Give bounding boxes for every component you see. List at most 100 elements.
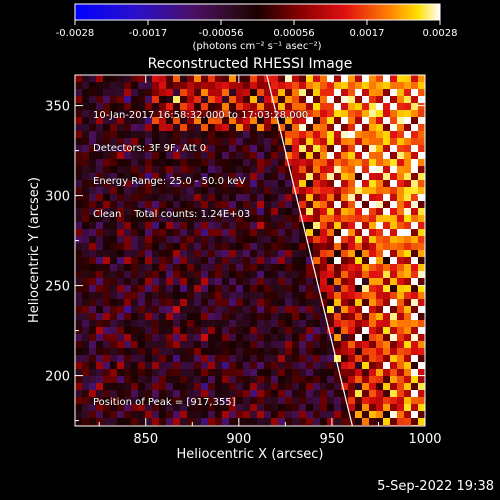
heatmap-cell <box>96 180 104 188</box>
heatmap-cell <box>257 362 265 370</box>
heatmap-cell <box>362 89 370 97</box>
heatmap-cell <box>145 250 153 258</box>
heatmap-cell <box>292 334 300 342</box>
heatmap-cell <box>292 320 300 328</box>
heatmap-cell <box>75 341 83 349</box>
heatmap-cell <box>103 334 111 342</box>
heatmap-cell <box>278 299 286 307</box>
heatmap-cell <box>229 89 237 97</box>
heatmap-cell <box>341 194 349 202</box>
heatmap-cell <box>89 362 97 370</box>
heatmap-cell <box>327 124 335 132</box>
heatmap-cell <box>292 390 300 398</box>
heatmap-cell <box>187 243 195 251</box>
heatmap-cell <box>320 159 328 167</box>
heatmap-cell <box>411 299 419 307</box>
heatmap-cell <box>117 390 125 398</box>
heatmap-cell <box>145 257 153 265</box>
heatmap-cell <box>236 348 244 356</box>
heatmap-cell <box>180 110 188 118</box>
heatmap-cell <box>250 82 258 90</box>
heatmap-cell <box>257 278 265 286</box>
heatmap-cell <box>250 145 258 153</box>
heatmap-cell <box>75 124 83 132</box>
heatmap-cell <box>313 376 321 384</box>
heatmap-cell <box>89 180 97 188</box>
heatmap-cell <box>236 313 244 321</box>
heatmap-cell <box>89 278 97 286</box>
heatmap-cell <box>89 383 97 391</box>
heatmap-cell <box>96 166 104 174</box>
heatmap-cell <box>397 236 405 244</box>
heatmap-cell <box>173 145 181 153</box>
heatmap-cell <box>75 278 83 286</box>
heatmap-cell <box>89 131 97 139</box>
heatmap-cell <box>334 250 342 258</box>
heatmap-cell <box>355 194 363 202</box>
heatmap-cell <box>110 180 118 188</box>
heatmap-cell <box>201 334 209 342</box>
heatmap-cell <box>404 96 412 104</box>
heatmap-cell <box>117 264 125 272</box>
heatmap-cell <box>152 89 160 97</box>
heatmap-cell <box>306 236 314 244</box>
heatmap-cell <box>103 397 111 405</box>
heatmap-cell <box>82 131 90 139</box>
heatmap-cell <box>138 229 146 237</box>
heatmap-cell <box>103 362 111 370</box>
heatmap-cell <box>376 348 384 356</box>
heatmap-cell <box>236 96 244 104</box>
heatmap-cell <box>229 390 237 398</box>
heatmap-cell <box>376 75 384 83</box>
heatmap-cell <box>236 397 244 405</box>
heatmap-cell <box>117 145 125 153</box>
heatmap-cell <box>320 320 328 328</box>
heatmap-cell <box>271 362 279 370</box>
heatmap-cell <box>194 299 202 307</box>
heatmap-cell <box>299 341 307 349</box>
heatmap-cell <box>124 222 132 230</box>
heatmap-cell <box>82 82 90 90</box>
heatmap-cell <box>159 82 167 90</box>
heatmap-cell <box>334 110 342 118</box>
heatmap-cell <box>390 82 398 90</box>
heatmap-cell <box>271 320 279 328</box>
heatmap-cell <box>110 292 118 300</box>
heatmap-cell <box>131 96 139 104</box>
heatmap-cell <box>180 89 188 97</box>
heatmap-cell <box>376 285 384 293</box>
heatmap-cell <box>341 348 349 356</box>
heatmap-cell <box>89 299 97 307</box>
heatmap-cell <box>110 376 118 384</box>
heatmap-cell <box>110 187 118 195</box>
heatmap-cell <box>159 180 167 188</box>
heatmap-cell <box>131 194 139 202</box>
heatmap-cell <box>180 376 188 384</box>
heatmap-cell <box>306 376 314 384</box>
heatmap-cell <box>292 117 300 125</box>
heatmap-cell <box>257 159 265 167</box>
heatmap-cell <box>166 376 174 384</box>
heatmap-cell <box>390 292 398 300</box>
heatmap-cell <box>159 187 167 195</box>
heatmap-cell <box>306 362 314 370</box>
heatmap-cell <box>341 117 349 125</box>
heatmap-cell <box>201 131 209 139</box>
heatmap-cell <box>278 145 286 153</box>
heatmap-cell <box>334 222 342 230</box>
heatmap-cell <box>215 187 223 195</box>
heatmap-cell <box>376 327 384 335</box>
heatmap-cell <box>334 89 342 97</box>
heatmap-cell <box>131 341 139 349</box>
heatmap-cell <box>418 236 425 244</box>
heatmap-cell <box>229 166 237 174</box>
heatmap-cell <box>187 376 195 384</box>
heatmap-cell <box>369 103 377 111</box>
heatmap-cell <box>166 194 174 202</box>
heatmap-cell <box>166 355 174 363</box>
heatmap-cell <box>292 376 300 384</box>
heatmap-cell <box>208 229 216 237</box>
heatmap-cell <box>376 215 384 223</box>
heatmap-cell <box>131 348 139 356</box>
